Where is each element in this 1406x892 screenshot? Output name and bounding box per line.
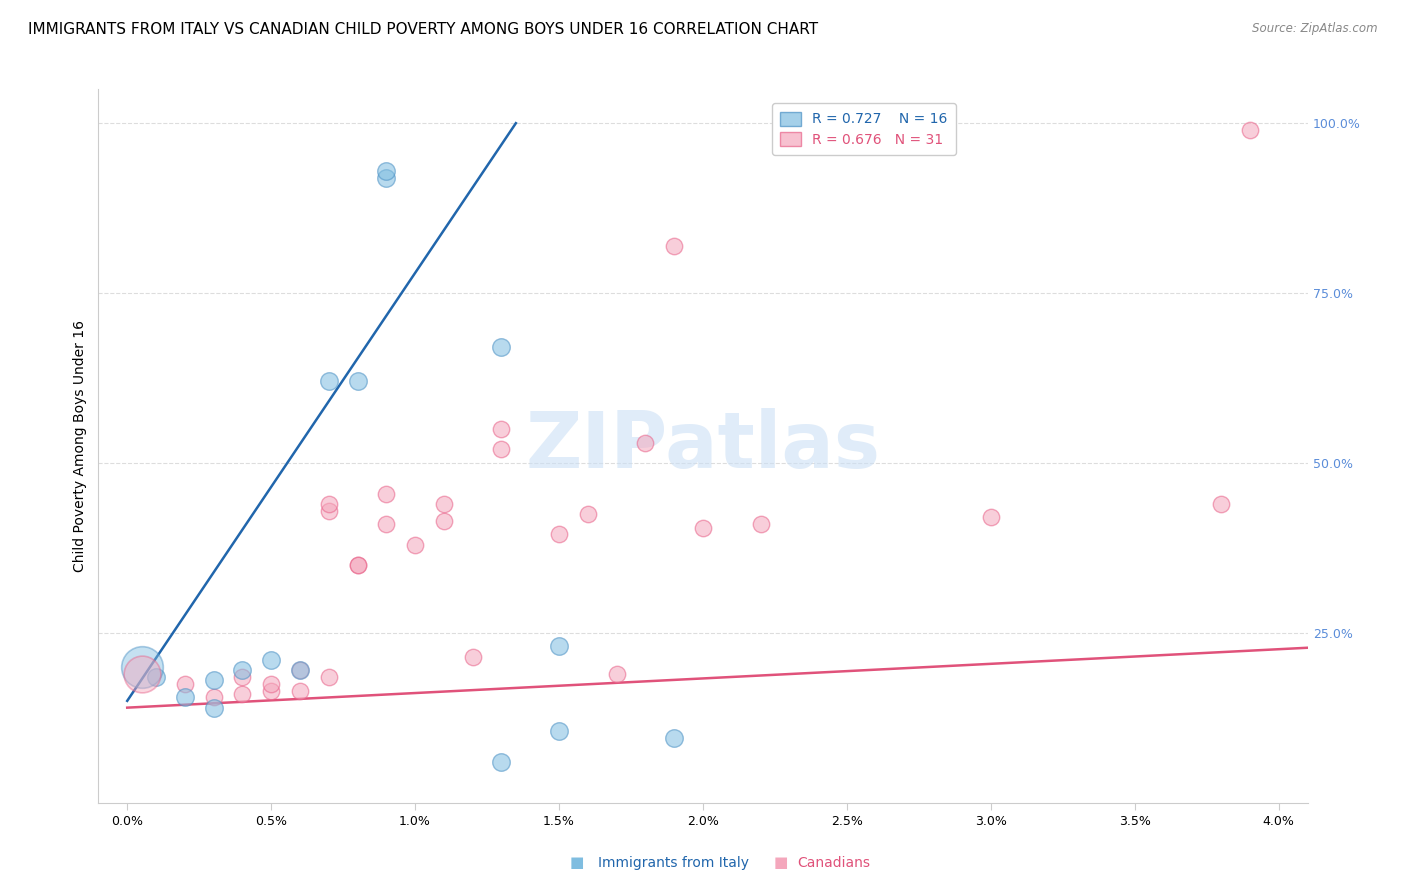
Text: Source: ZipAtlas.com: Source: ZipAtlas.com [1253, 22, 1378, 36]
Point [576, 507, 599, 521]
Point [202, 690, 225, 705]
Point [664, 731, 686, 746]
Point [404, 537, 426, 551]
Text: ■: ■ [773, 855, 787, 870]
Point [288, 663, 311, 677]
Text: IMMIGRANTS FROM ITALY VS CANADIAN CHILD POVERTY AMONG BOYS UNDER 16 CORRELATION : IMMIGRANTS FROM ITALY VS CANADIAN CHILD … [28, 22, 818, 37]
Point [980, 510, 1002, 524]
Point [375, 517, 398, 532]
Point [318, 670, 340, 684]
Point [288, 683, 311, 698]
Point [202, 673, 225, 688]
Point [231, 663, 253, 677]
Point [1239, 123, 1261, 137]
Point [491, 442, 513, 457]
Point [346, 558, 368, 572]
Text: Immigrants from Italy: Immigrants from Italy [598, 855, 748, 870]
Point [346, 375, 368, 389]
Point [634, 435, 657, 450]
Point [491, 422, 513, 436]
Point [260, 683, 283, 698]
Y-axis label: Child Poverty Among Boys Under 16: Child Poverty Among Boys Under 16 [73, 320, 87, 572]
Point [145, 670, 167, 684]
Point [692, 520, 714, 534]
Point [548, 724, 571, 739]
Point [288, 663, 311, 677]
Legend: R = 0.727    N = 16, R = 0.676   N = 31: R = 0.727 N = 16, R = 0.676 N = 31 [772, 103, 956, 155]
Point [491, 755, 513, 769]
Point [375, 486, 398, 500]
Point [260, 653, 283, 667]
Point [202, 700, 225, 714]
Point [433, 497, 456, 511]
Point [461, 649, 484, 664]
Text: ■: ■ [569, 855, 583, 870]
Point [231, 670, 253, 684]
Point [664, 238, 686, 252]
Point [491, 341, 513, 355]
Point [173, 677, 195, 691]
Point [749, 517, 772, 532]
Point [433, 514, 456, 528]
Point [131, 666, 153, 681]
Point [173, 690, 195, 705]
Text: ZIPatlas: ZIPatlas [526, 408, 880, 484]
Point [606, 666, 628, 681]
Point [318, 503, 340, 517]
Point [1211, 497, 1233, 511]
Point [231, 687, 253, 701]
Point [548, 640, 571, 654]
Point [318, 497, 340, 511]
Point [131, 660, 153, 674]
Point [346, 558, 368, 572]
Point [318, 375, 340, 389]
Point [375, 170, 398, 185]
Point [375, 163, 398, 178]
Text: Canadians: Canadians [797, 855, 870, 870]
Point [260, 677, 283, 691]
Point [548, 527, 571, 541]
